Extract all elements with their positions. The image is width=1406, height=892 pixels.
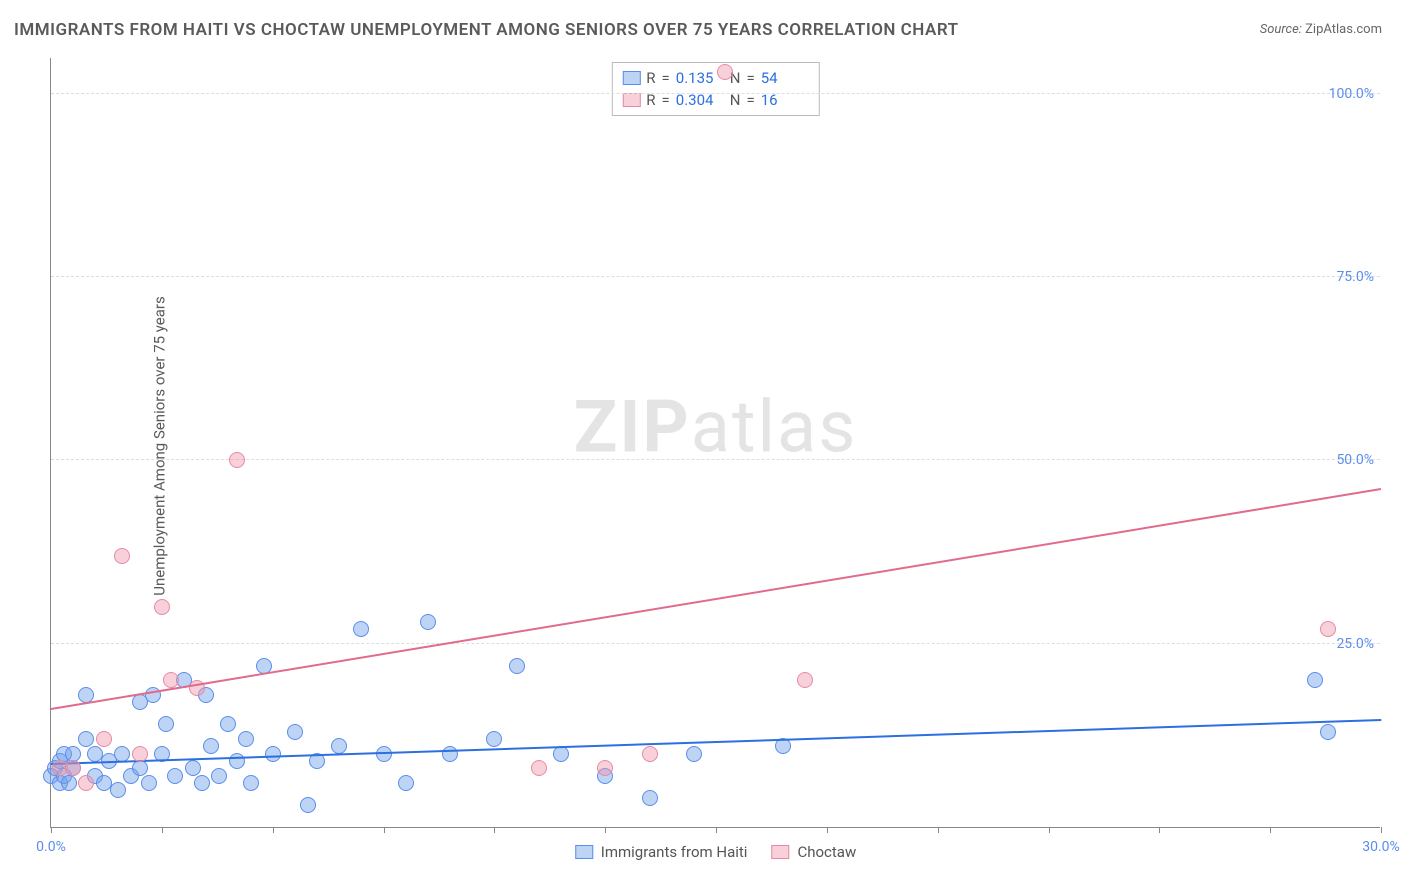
data-point — [65, 746, 81, 762]
y-tick-label: 100.0% — [1321, 86, 1374, 102]
x-tick — [716, 827, 717, 833]
scatter-plot-area: ZIPatlas R=0.135N=54R=0.304N=16 Immigran… — [50, 58, 1380, 828]
data-point — [287, 724, 303, 740]
legend-item: Immigrants from Haiti — [575, 843, 748, 861]
x-tick — [938, 827, 939, 833]
data-point — [717, 64, 733, 80]
y-tick-label: 50.0% — [1328, 452, 1374, 468]
x-tick-label: 0.0% — [36, 839, 66, 855]
data-point — [141, 775, 157, 791]
x-tick — [273, 827, 274, 833]
x-tick — [1049, 827, 1050, 833]
series-legend: Immigrants from Haiti Choctaw — [575, 843, 857, 861]
data-point — [163, 672, 179, 688]
data-point — [132, 760, 148, 776]
data-point — [114, 746, 130, 762]
trend-line — [51, 488, 1381, 710]
source-value: ZipAtlas.com — [1305, 22, 1382, 37]
y-tick-label: 75.0% — [1328, 269, 1374, 285]
data-point — [167, 768, 183, 784]
legend-n-value: 16 — [761, 91, 809, 109]
source-attribution: Source: ZipAtlas.com — [1260, 22, 1382, 37]
data-point — [642, 746, 658, 762]
legend-n-value: 54 — [761, 69, 809, 87]
legend-swatch — [575, 845, 593, 859]
data-point — [110, 782, 126, 798]
data-point — [531, 760, 547, 776]
data-point — [185, 760, 201, 776]
legend-swatch — [771, 845, 789, 859]
x-tick — [827, 827, 828, 833]
data-point — [1320, 724, 1336, 740]
data-point — [398, 775, 414, 791]
data-point — [353, 621, 369, 637]
data-point — [229, 452, 245, 468]
data-point — [442, 746, 458, 762]
data-point — [1307, 672, 1323, 688]
x-tick — [1381, 827, 1382, 833]
legend-label: Immigrants from Haiti — [601, 843, 748, 861]
data-point — [65, 760, 81, 776]
data-point — [154, 599, 170, 615]
y-tick-label: 25.0% — [1328, 636, 1374, 652]
data-point — [243, 775, 259, 791]
legend-n-label: N — [730, 91, 741, 109]
correlation-legend: R=0.135N=54R=0.304N=16 — [611, 62, 819, 116]
data-point — [78, 731, 94, 747]
data-point — [486, 731, 502, 747]
data-point — [509, 658, 525, 674]
gridline — [51, 276, 1380, 277]
legend-r-label: R — [646, 91, 655, 109]
data-point — [265, 746, 281, 762]
legend-label: Choctaw — [797, 843, 856, 861]
data-point — [211, 768, 227, 784]
data-point — [300, 797, 316, 813]
watermark: ZIPatlas — [574, 385, 858, 470]
legend-swatch — [622, 71, 640, 85]
data-point — [78, 775, 94, 791]
data-point — [597, 760, 613, 776]
data-point — [238, 731, 254, 747]
data-point — [132, 746, 148, 762]
x-tick — [1159, 827, 1160, 833]
data-point — [797, 672, 813, 688]
data-point — [420, 614, 436, 630]
x-tick — [1270, 827, 1271, 833]
data-point — [331, 738, 347, 754]
x-tick — [162, 827, 163, 833]
legend-r-value: 0.304 — [676, 91, 724, 109]
chart-title: IMMIGRANTS FROM HAITI VS CHOCTAW UNEMPLO… — [14, 20, 959, 40]
x-tick-label: 30.0% — [1362, 839, 1400, 855]
data-point — [220, 716, 236, 732]
gridline — [51, 93, 1380, 94]
data-point — [114, 548, 130, 564]
data-point — [158, 716, 174, 732]
x-tick — [605, 827, 606, 833]
gridline — [51, 643, 1380, 644]
legend-swatch — [622, 93, 640, 107]
data-point — [194, 775, 210, 791]
data-point — [642, 790, 658, 806]
data-point — [686, 746, 702, 762]
legend-item: Choctaw — [771, 843, 856, 861]
x-tick — [51, 827, 52, 833]
data-point — [61, 775, 77, 791]
legend-r-label: R — [646, 69, 655, 87]
data-point — [1320, 621, 1336, 637]
data-point — [96, 731, 112, 747]
gridline — [51, 459, 1380, 460]
source-label: Source: — [1260, 22, 1302, 37]
x-tick — [384, 827, 385, 833]
x-tick — [494, 827, 495, 833]
data-point — [229, 753, 245, 769]
legend-row: R=0.135N=54 — [622, 67, 808, 89]
data-point — [203, 738, 219, 754]
